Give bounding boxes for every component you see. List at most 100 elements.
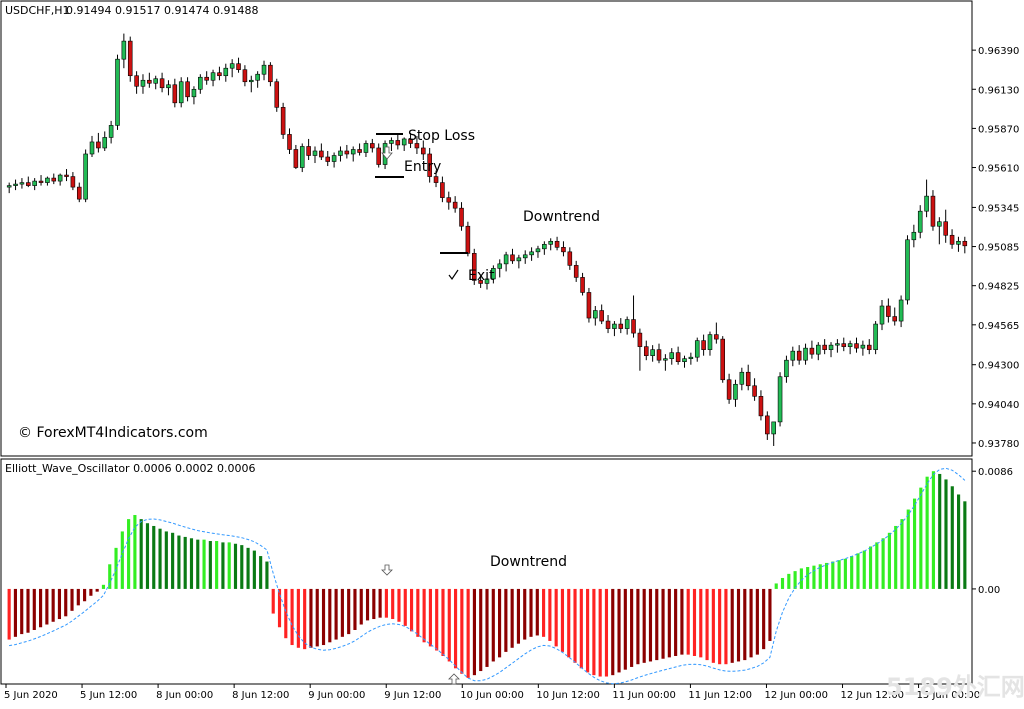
candle-body — [637, 332, 643, 347]
oscillator-bar — [843, 558, 847, 589]
oscillator-tick-label: 0.0086 — [978, 467, 1013, 478]
oscillator-bar — [604, 588, 609, 677]
candle — [784, 355, 789, 383]
candle-body — [249, 79, 254, 83]
candle-body — [937, 221, 942, 227]
oscillator-bar — [850, 556, 854, 589]
oscillator-bar — [674, 588, 678, 656]
oscillator-bar — [416, 588, 420, 637]
candle-body — [643, 346, 649, 356]
candle-body — [905, 239, 910, 301]
oscillator-bar — [57, 588, 62, 620]
oscillator-bar — [183, 536, 187, 589]
candle — [6, 182, 12, 194]
candle — [873, 321, 878, 355]
candle — [605, 315, 611, 334]
candle-body — [83, 153, 88, 200]
oscillator-bar — [806, 567, 810, 589]
candle — [293, 144, 299, 170]
candle — [465, 221, 471, 257]
candle — [198, 74, 203, 94]
candle — [401, 137, 407, 151]
candle-body — [720, 338, 725, 381]
oscillator-bar — [20, 588, 24, 635]
candle-body — [153, 78, 158, 84]
time-tick-label: 8 Jun 12:00 — [232, 690, 289, 701]
oscillator-bar — [630, 588, 634, 667]
candle-body — [185, 81, 190, 98]
candle-body — [96, 141, 101, 149]
candle-body — [828, 344, 834, 350]
oscillator-bar — [875, 542, 879, 589]
oscillator-bar — [724, 588, 728, 665]
candle — [663, 354, 668, 371]
oscillator-bar — [359, 588, 363, 625]
time-tick-label: 11 Jun 00:00 — [612, 690, 676, 701]
candle — [796, 345, 802, 365]
oscillator-bar — [938, 473, 942, 589]
oscillator-bar — [340, 588, 344, 637]
oscillator-bar — [164, 531, 168, 589]
candle — [491, 265, 496, 284]
oscillator-bar — [906, 509, 910, 589]
candle-body — [312, 150, 318, 156]
candle-body — [548, 240, 553, 245]
candle — [280, 102, 286, 139]
oscillator-bar — [296, 588, 300, 648]
candle — [733, 379, 738, 407]
oscillator-bar — [680, 588, 684, 655]
candle-body — [752, 385, 757, 397]
time-tick-label: 10 Jun 00:00 — [460, 690, 524, 701]
candle-body — [370, 143, 375, 149]
candle-body — [739, 371, 745, 385]
candle — [408, 132, 413, 148]
oscillator-bar — [831, 561, 835, 589]
candle-body — [911, 231, 917, 241]
price-tick-label: 0.93780 — [978, 439, 1019, 450]
oscillator-bar — [171, 532, 175, 589]
oscillator-bar — [139, 519, 143, 589]
oscillator-bar — [623, 588, 627, 670]
oscillator-bar — [108, 564, 112, 589]
candle-body — [624, 319, 630, 329]
oscillator-bar — [648, 588, 653, 662]
candle-body — [159, 78, 165, 89]
candle-body — [236, 63, 241, 71]
candle-body — [134, 75, 139, 87]
candle — [758, 390, 764, 421]
candle — [567, 247, 573, 270]
oscillator-bar — [76, 588, 80, 606]
candle-body — [956, 240, 961, 245]
oscillator-bar — [227, 542, 231, 589]
candle — [312, 146, 318, 164]
down-arrow-icon — [381, 146, 393, 160]
oscillator-bar — [567, 588, 571, 658]
oscillator-bar — [397, 588, 401, 622]
candle — [121, 33, 127, 69]
oscillator-bar — [177, 535, 181, 589]
candle-body — [287, 134, 292, 150]
candle-body — [459, 207, 464, 227]
candle — [427, 147, 432, 183]
oscillator-bar — [309, 588, 313, 648]
candle — [389, 137, 394, 151]
oscillator-bar — [743, 588, 747, 661]
oscillator-bar — [378, 588, 382, 618]
oscillator-bar — [95, 588, 99, 592]
oscillator-bar — [912, 498, 917, 589]
candle — [395, 134, 401, 150]
candle — [452, 196, 458, 213]
candle — [745, 364, 751, 391]
candle — [643, 340, 649, 361]
candle-body — [949, 234, 955, 245]
candle — [217, 66, 222, 81]
candle-body — [866, 344, 872, 350]
oscillator-bar — [655, 588, 659, 661]
candle — [306, 138, 311, 161]
oscillator-bar — [950, 486, 954, 589]
oscillator-bar — [818, 564, 822, 589]
candle — [656, 343, 662, 364]
oscillator-bar — [579, 588, 583, 669]
oscillator-bar — [259, 556, 263, 589]
candle — [866, 339, 872, 355]
